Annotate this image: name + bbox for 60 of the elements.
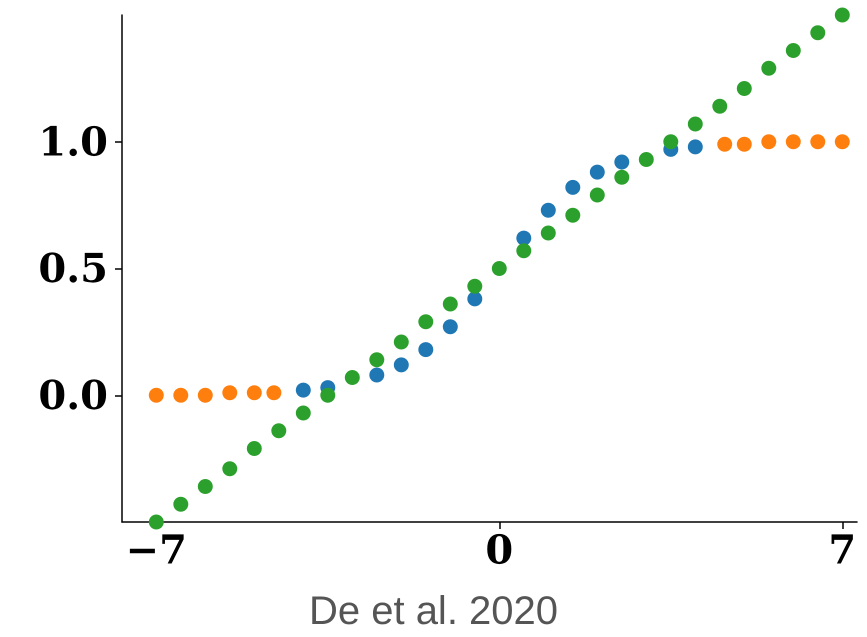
point [344, 370, 360, 385]
y-tick-label: 1.0 [38, 118, 108, 166]
text: De et al. 2020 [308, 589, 558, 633]
point [222, 461, 238, 476]
point [467, 291, 482, 306]
point [222, 385, 238, 400]
point [246, 440, 262, 456]
point [736, 136, 752, 152]
point [717, 136, 732, 152]
point [786, 42, 801, 58]
point [369, 367, 384, 382]
point [418, 342, 434, 358]
point [320, 388, 336, 403]
point [688, 116, 703, 132]
point [540, 202, 556, 218]
point [516, 243, 532, 258]
point [492, 261, 507, 276]
point [638, 152, 654, 167]
point [198, 388, 213, 403]
point [266, 385, 282, 400]
point [565, 208, 580, 223]
point [540, 226, 556, 241]
point [442, 319, 458, 334]
point [296, 406, 311, 420]
y-tick-label: 0.0 [38, 372, 108, 419]
point [810, 25, 826, 40]
point [590, 187, 605, 202]
point [712, 98, 728, 114]
point [834, 8, 850, 22]
point [271, 423, 286, 438]
point [761, 60, 776, 76]
point [516, 230, 532, 246]
point [296, 382, 311, 398]
point [467, 278, 482, 294]
point [565, 180, 580, 195]
point [173, 496, 188, 512]
point [590, 164, 605, 180]
x-tick-label: −7 [126, 526, 187, 574]
point [246, 385, 262, 400]
point [761, 134, 776, 150]
x-tick-label: 7 [828, 526, 856, 574]
point [418, 314, 434, 330]
x-tick-label: 0 [485, 526, 514, 574]
point [810, 134, 826, 150]
point [663, 134, 678, 150]
point [394, 357, 409, 372]
point [786, 134, 801, 150]
point [688, 139, 703, 154]
point [198, 479, 213, 494]
point [148, 388, 164, 403]
point [394, 334, 409, 350]
point [148, 514, 164, 530]
point [614, 154, 630, 170]
point [834, 134, 850, 150]
point [369, 352, 384, 368]
y-tick-label: 0.5 [38, 245, 108, 292]
point [442, 296, 458, 312]
point [173, 388, 188, 403]
point [614, 170, 630, 185]
point [736, 81, 752, 96]
